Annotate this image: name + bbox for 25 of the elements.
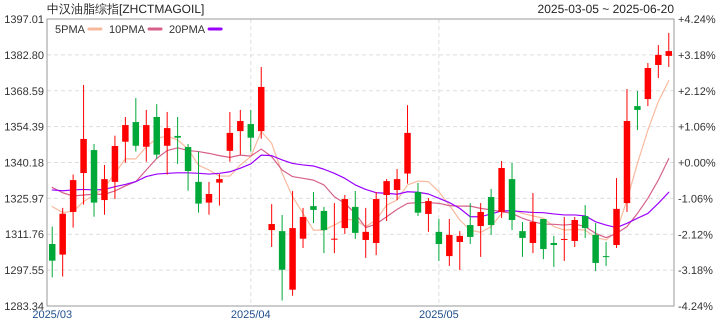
y2-tick-label: +1.06% — [678, 122, 716, 134]
y-tick-label: 1340.18 — [4, 157, 44, 170]
legend-label: 5PMA — [55, 24, 86, 36]
y2-tick-label: -1.06% — [678, 193, 714, 206]
chart-subtitle: 2025-03-05 ~ 2025-06-20 — [538, 2, 674, 16]
y-tick-label: 1382.80 — [4, 50, 44, 62]
y-tick-label: 1325.97 — [4, 193, 44, 206]
y2-tick-label: -4.24% — [678, 301, 714, 313]
x-tick-label: 2025/05 — [418, 309, 459, 320]
x-tick-label: 2025/04 — [230, 309, 271, 320]
y2-tick-label: +0.00% — [678, 158, 716, 170]
legend-label: 20PMA — [169, 24, 206, 36]
y-tick-label: 1354.39 — [4, 122, 44, 134]
y-tick-label: 1397.01 — [4, 14, 44, 26]
y2-tick-label: +2.12% — [678, 86, 716, 98]
y2-tick-label: +3.18% — [678, 50, 716, 62]
y2-tick-label: +4.24% — [678, 14, 716, 26]
y-tick-label: 1297.55 — [4, 265, 44, 278]
y2-tick-label: -2.12% — [678, 229, 714, 242]
y-tick-label: 1368.59 — [4, 86, 44, 98]
legend-label: 10PMA — [108, 24, 146, 36]
y-tick-label: 1311.76 — [5, 229, 44, 242]
y2-tick-label: -3.18% — [678, 265, 714, 278]
x-tick-label: 2025/03 — [32, 309, 72, 320]
chart-title: 中汉油脂综指[ZHCTMAGOIL] — [47, 2, 204, 16]
